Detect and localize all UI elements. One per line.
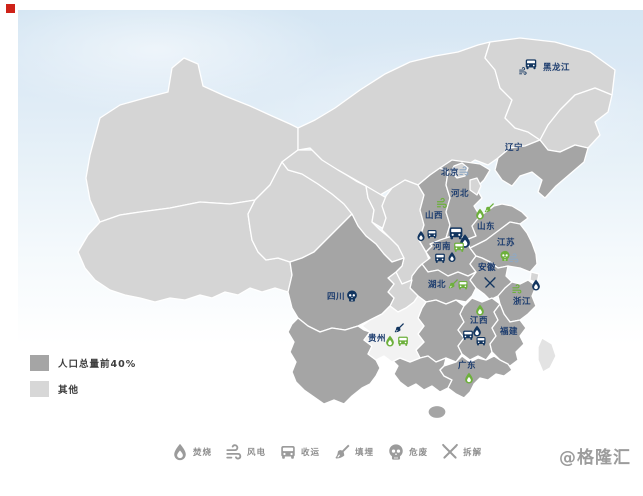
province-label: 山东 [477,221,495,232]
province-label: 河北 [451,188,469,199]
legend-row: 其他 [30,381,136,397]
skull-icon [389,444,403,460]
segment-legend-label: 填埋 [355,448,375,458]
province-tianjin [469,177,482,196]
province-label: 江西 [470,315,488,326]
province-label: 福建 [499,326,518,337]
segment-legend-item: 风电 [225,443,266,461]
legend-swatch [30,355,49,371]
province-label: 辽宁 [505,142,523,153]
segment-legend-label: 风电 [247,448,267,458]
province-label: 安徽 [478,262,496,273]
legend-label: 人口总量前40% [58,359,137,370]
segment-legend-label: 拆解 [463,448,483,458]
segment-legend-label: 焚烧 [193,448,213,458]
province-label: 河南 [433,241,451,252]
segment-legend: 焚烧 风电 收运 填埋 危废 拆解 [171,443,482,461]
province-taiwan [537,337,557,373]
province-label: 贵州 [368,333,386,344]
segment-legend-item: 填埋 [333,443,374,461]
province-label: 广东 [458,360,476,371]
car-icon [281,446,295,459]
province-label: 四川 [327,292,345,302]
legend-row: 人口总量前40% [30,355,136,371]
province-label: 湖北 [428,279,446,290]
province-label: 江苏 [497,237,515,248]
province-label: 浙江 [513,296,531,307]
segment-legend-item: 收运 [279,443,320,461]
segment-legend-label: 收运 [301,448,321,458]
watermark: @格隆汇 [559,448,631,468]
legend-label: 其他 [58,385,80,396]
province-guangdong [439,355,513,399]
province-label: 黑龙江 [543,62,570,73]
province-label: 山西 [425,210,443,221]
population-legend: 人口总量前40% 其他 [30,355,136,407]
flame-icon [174,443,186,461]
flame-icon [476,208,484,220]
province-yunnan [287,317,381,405]
legend-swatch [30,381,49,397]
province-label: 北京 [441,167,459,178]
red-corner-marker [6,4,15,13]
province-shanghai [529,271,540,284]
province-liaoning [494,139,589,199]
segment-legend-label: 危废 [409,448,429,458]
province-guizhou [361,295,427,363]
segment-legend-item: 危废 [387,443,428,461]
province-hainan [427,404,447,420]
segment-legend-item: 焚烧 [171,443,212,461]
province-hunan [415,299,465,363]
tools-icon [442,443,458,459]
province-fujian [489,303,527,367]
wind-icon [226,444,242,460]
segment-legend-item: 拆解 [441,443,482,461]
broom-icon [335,444,350,459]
